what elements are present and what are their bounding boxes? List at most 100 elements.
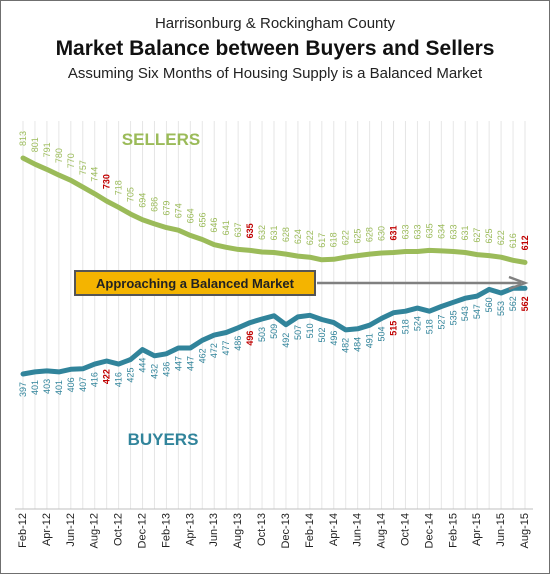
data-label: 401 bbox=[54, 380, 64, 395]
data-label: 472 bbox=[209, 343, 219, 358]
data-label: 422 bbox=[102, 369, 112, 384]
chart-supertitle: Harrisonburg & Rockingham County bbox=[154, 15, 396, 32]
data-label: 515 bbox=[389, 321, 399, 336]
x-tick-label: Apr-14 bbox=[328, 513, 340, 546]
data-label: 631 bbox=[389, 225, 399, 240]
data-label: 625 bbox=[484, 229, 494, 244]
data-label: 618 bbox=[329, 232, 339, 247]
gridlines bbox=[22, 121, 526, 509]
x-tick-label: Jun-15 bbox=[495, 513, 507, 547]
data-label: 447 bbox=[173, 356, 183, 371]
data-label: 632 bbox=[257, 225, 267, 240]
data-label: 679 bbox=[161, 201, 171, 216]
x-tick-label: Jun-13 bbox=[208, 513, 220, 547]
data-label: 496 bbox=[329, 331, 339, 346]
chart-title: Market Balance between Buyers and Seller… bbox=[55, 37, 495, 60]
x-tick-label: Feb-15 bbox=[447, 513, 459, 548]
data-label: 524 bbox=[412, 316, 422, 331]
data-label: 484 bbox=[353, 337, 363, 352]
data-label: 624 bbox=[293, 229, 303, 244]
data-label: 462 bbox=[197, 348, 207, 363]
x-tick-label: Apr-15 bbox=[471, 513, 483, 546]
data-label: 403 bbox=[42, 379, 52, 394]
data-label: 757 bbox=[78, 160, 88, 175]
x-tick-label: Oct-14 bbox=[400, 513, 412, 546]
data-label: 628 bbox=[281, 227, 291, 242]
data-label: 622 bbox=[341, 230, 351, 245]
data-label: 503 bbox=[257, 327, 267, 342]
data-label: 425 bbox=[126, 368, 136, 383]
x-tick-label: Dec-13 bbox=[280, 513, 292, 548]
series-name-sellers: SELLERS bbox=[122, 130, 200, 149]
data-label: 482 bbox=[341, 338, 351, 353]
data-label: 656 bbox=[197, 212, 207, 227]
series-line-buyers bbox=[20, 285, 528, 377]
data-label: 535 bbox=[448, 310, 458, 325]
data-label: 744 bbox=[90, 167, 100, 182]
x-tick-label: Jun-12 bbox=[65, 513, 77, 547]
x-tick-label: Apr-13 bbox=[184, 513, 196, 546]
data-label: 518 bbox=[400, 319, 410, 334]
data-label: 527 bbox=[436, 314, 446, 329]
series-line-sellers bbox=[20, 155, 528, 265]
data-label: 397 bbox=[18, 382, 28, 397]
x-tick-label: Feb-13 bbox=[160, 513, 172, 548]
x-tick-label: Oct-13 bbox=[256, 513, 268, 546]
data-label: 730 bbox=[102, 174, 112, 189]
data-label: 617 bbox=[317, 233, 327, 248]
data-label: 694 bbox=[137, 193, 147, 208]
title-block: Harrisonburg & Rockingham County Market … bbox=[1, 15, 549, 83]
data-label: 631 bbox=[460, 225, 470, 240]
data-label: 801 bbox=[30, 137, 40, 152]
data-label: 543 bbox=[460, 306, 470, 321]
data-label: 627 bbox=[472, 228, 482, 243]
data-label: 496 bbox=[245, 331, 255, 346]
data-label: 560 bbox=[484, 297, 494, 312]
data-label: 631 bbox=[269, 225, 279, 240]
data-label: 562 bbox=[508, 296, 518, 311]
data-label: 622 bbox=[496, 230, 506, 245]
data-label: 646 bbox=[209, 218, 219, 233]
x-tick-label: Oct-12 bbox=[113, 513, 125, 546]
data-label: 492 bbox=[281, 333, 291, 348]
data-label: 401 bbox=[30, 380, 40, 395]
data-label: 705 bbox=[126, 187, 136, 202]
x-tick-label: Apr-12 bbox=[41, 513, 53, 546]
x-tick-label: Jun-14 bbox=[352, 513, 364, 547]
data-label: 780 bbox=[54, 148, 64, 163]
data-label: 616 bbox=[508, 233, 518, 248]
data-label: 718 bbox=[114, 180, 124, 195]
x-tick-label: Aug-12 bbox=[89, 513, 101, 548]
data-labels: 813 801 791 780 770 757 744 730 718 705 694 686 679 6… bbox=[18, 131, 530, 397]
data-label: 416 bbox=[114, 372, 124, 387]
data-label: 562 bbox=[520, 296, 530, 311]
data-label: 491 bbox=[365, 333, 375, 348]
x-tick-label: Dec-12 bbox=[137, 513, 149, 548]
x-tick-label: Feb-14 bbox=[304, 513, 316, 548]
data-label: 630 bbox=[377, 226, 387, 241]
data-label: 633 bbox=[412, 224, 422, 239]
data-label: 504 bbox=[377, 326, 387, 341]
data-label: 625 bbox=[353, 229, 363, 244]
data-label: 674 bbox=[173, 203, 183, 218]
data-label: 635 bbox=[245, 223, 255, 238]
x-tick-label: Feb-12 bbox=[17, 513, 29, 548]
balanced-market-callout: Approaching a Balanced Market bbox=[74, 270, 316, 296]
data-label: 622 bbox=[305, 230, 315, 245]
data-label: 628 bbox=[365, 227, 375, 242]
data-label: 813 bbox=[18, 131, 28, 146]
data-label: 634 bbox=[436, 224, 446, 239]
data-label: 791 bbox=[42, 142, 52, 157]
series-name-buyers: BUYERS bbox=[128, 430, 199, 449]
data-label: 686 bbox=[150, 197, 160, 212]
x-axis: Feb-12 Apr-12 Jun-12 Aug-12 Oct-12 Dec-12 Feb-… bbox=[15, 508, 533, 549]
chart-subtitle: Assuming Six Months of Housing Supply is… bbox=[67, 65, 483, 82]
data-label: 612 bbox=[520, 235, 530, 250]
data-label: 637 bbox=[233, 222, 243, 237]
data-label: 547 bbox=[472, 304, 482, 319]
data-label: 486 bbox=[233, 336, 243, 351]
series-lines: SELLERS BUYERS bbox=[20, 130, 528, 449]
data-label: 770 bbox=[66, 153, 76, 168]
